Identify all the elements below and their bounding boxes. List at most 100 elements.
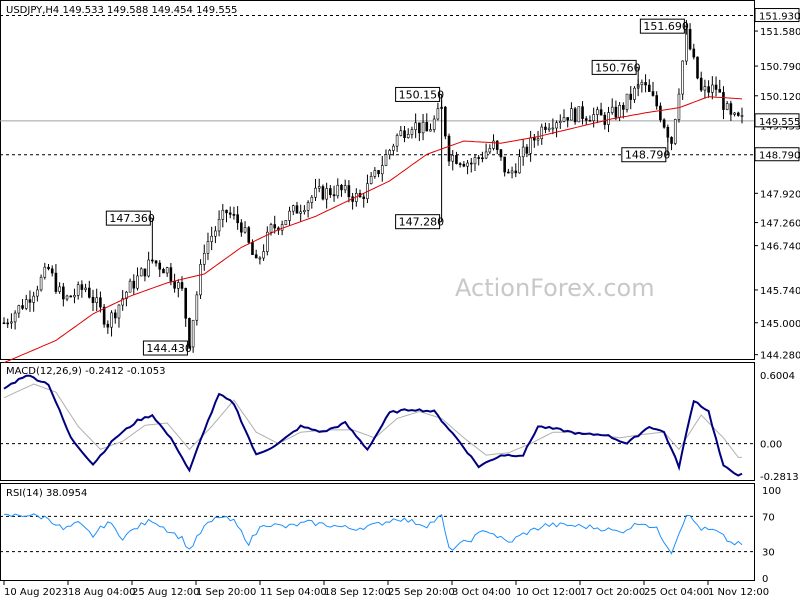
candle-body — [303, 210, 306, 213]
candle-body — [692, 48, 696, 58]
candle-body — [43, 266, 47, 278]
annotation-label: 150.150 — [399, 88, 445, 101]
x-tick-label: 25 Oct 04:00 — [644, 587, 709, 598]
candle-body — [332, 194, 336, 197]
candle-body — [202, 252, 206, 265]
rsi-tick-label: 0 — [762, 574, 768, 585]
candle-body — [377, 170, 380, 175]
candle-body — [696, 56, 699, 79]
candle-body — [488, 148, 492, 153]
candle-body — [562, 117, 566, 122]
candle-body — [73, 294, 76, 298]
candle-body — [707, 86, 710, 93]
candle-body — [106, 323, 110, 328]
candle-body — [503, 156, 506, 173]
level-price-box — [754, 113, 800, 128]
x-tick-label: 3 Oct 04:00 — [452, 587, 511, 598]
candle-body — [228, 212, 232, 215]
candle-body — [50, 268, 54, 274]
candle-body — [76, 284, 80, 296]
price-tick-label: 147.920 — [760, 189, 800, 200]
price-tick-label: 150.790 — [760, 62, 800, 73]
candle-body — [625, 93, 629, 110]
candle-body — [414, 122, 417, 130]
candle-body — [291, 205, 295, 212]
candle-body — [136, 275, 139, 289]
candle-body — [566, 117, 569, 121]
annotation-box — [621, 147, 667, 163]
candle-body — [132, 280, 136, 289]
candle-body — [469, 162, 473, 165]
candle-body — [651, 91, 655, 96]
candle-body — [21, 305, 24, 309]
candle-body — [455, 154, 458, 164]
x-tick-label: 10 Oct 12:00 — [516, 587, 581, 598]
candle-body — [147, 259, 150, 277]
candle-body — [184, 288, 188, 319]
candle-body — [206, 241, 210, 254]
candle-body — [180, 282, 184, 289]
candle-body — [177, 282, 180, 289]
candle-body — [99, 297, 102, 308]
candle-body — [592, 114, 595, 122]
candle-body — [199, 264, 202, 296]
candle-body — [425, 121, 429, 132]
candle-body — [306, 202, 310, 211]
annotation-box — [639, 18, 685, 34]
annotation-box — [395, 86, 441, 102]
candle-body — [32, 295, 35, 303]
candle-body — [655, 95, 659, 107]
candle-body — [551, 127, 555, 130]
candle-body — [466, 162, 469, 167]
candle-body — [410, 129, 414, 135]
candle-body — [321, 186, 325, 200]
candle-body — [473, 157, 477, 165]
x-tick-label: 1 Nov 12:00 — [708, 587, 769, 598]
x-tick-label: 25 Sep 20:00 — [388, 587, 455, 598]
candle-body — [458, 163, 462, 165]
candle-body — [362, 196, 366, 199]
candle-body — [236, 214, 239, 224]
candle-body — [629, 93, 633, 100]
candle-body — [380, 165, 384, 175]
macd-signal-line — [3, 383, 742, 458]
candle-body — [195, 294, 199, 321]
candle-body — [633, 87, 636, 100]
candle-body — [288, 210, 291, 221]
candle-body — [644, 82, 647, 86]
rsi-line — [4, 513, 743, 555]
candle-body — [421, 121, 425, 134]
macd-tick-label: 0.00 — [760, 440, 782, 451]
candle-body — [540, 126, 544, 140]
price-tick-label: 145.740 — [760, 286, 800, 297]
candle-body — [725, 103, 729, 110]
candle-body — [340, 184, 343, 191]
candle-body — [373, 170, 377, 177]
annotation-label: 151.690 — [643, 20, 689, 33]
price-tick-label: 146.740 — [760, 242, 800, 253]
candle-body — [444, 106, 447, 137]
candle-body — [143, 268, 147, 277]
candle-body — [529, 137, 532, 154]
candle-body — [436, 108, 440, 120]
candle-body — [395, 135, 399, 147]
candle-body — [406, 133, 410, 138]
candle-body — [280, 224, 284, 231]
candle-body — [507, 171, 510, 174]
level-price-label: 151.930 — [759, 12, 800, 23]
candle-body — [558, 121, 562, 124]
candle-body — [162, 269, 165, 274]
candle-body — [10, 321, 13, 324]
candle-body — [499, 149, 503, 158]
candle-body — [607, 112, 610, 125]
candle-body — [581, 106, 584, 119]
annotation-label: 148.790 — [625, 149, 671, 162]
candle-body — [573, 108, 577, 123]
candle-body — [447, 135, 451, 162]
candle-body — [169, 267, 173, 282]
moving-average-line — [3, 96, 743, 364]
candle-body — [518, 156, 521, 174]
candle-body — [670, 136, 673, 144]
candle-body — [481, 157, 484, 160]
candle-body — [54, 272, 58, 292]
